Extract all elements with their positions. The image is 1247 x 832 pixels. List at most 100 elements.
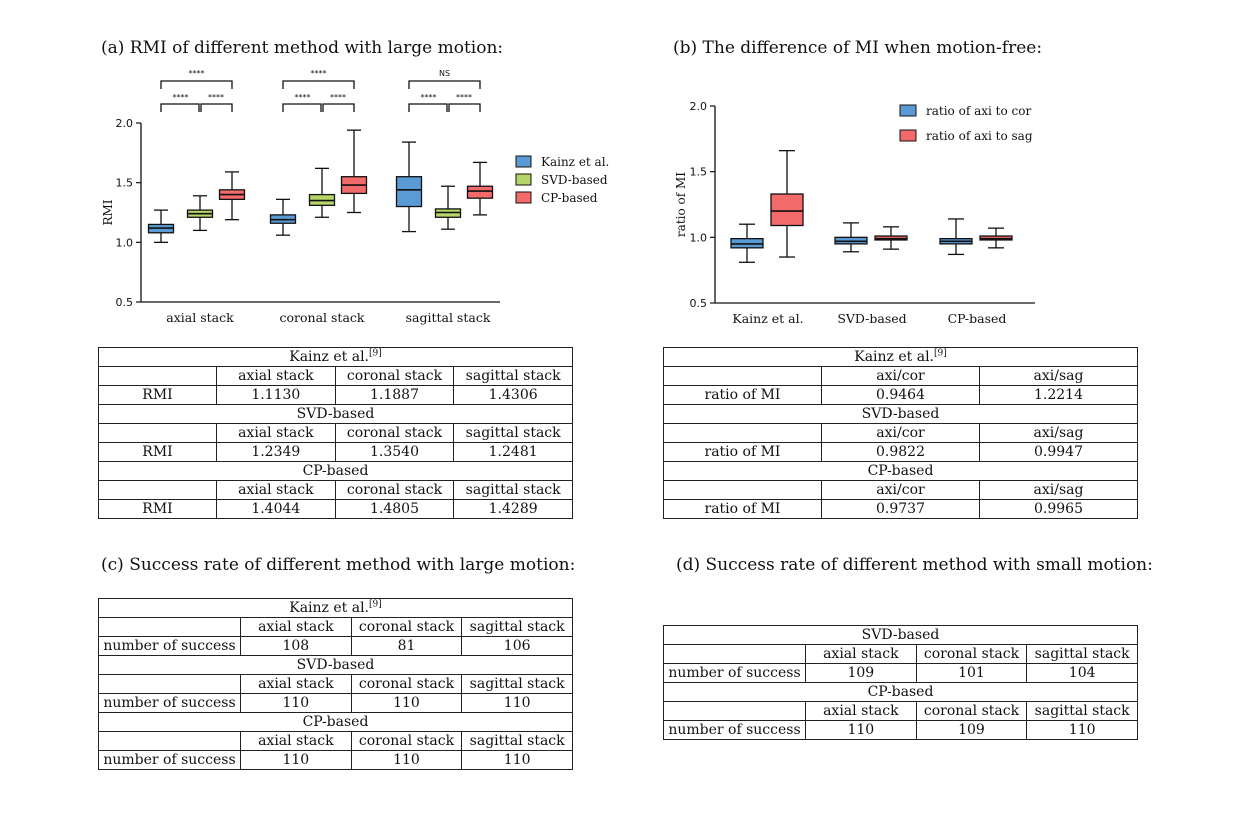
- value-cell: 110: [1026, 720, 1138, 740]
- value-cell: 110: [240, 693, 352, 713]
- chart-a-x-category-label: sagittal stack: [406, 310, 491, 325]
- table-header-row: axi/cor axi/sag: [663, 423, 1138, 443]
- right-bracket: [322, 103, 355, 112]
- method-title-cell: Kainz et al.[9]: [98, 347, 573, 367]
- chart-a-box-2-1: [340, 129, 368, 214]
- chart-b-legend-label: ratio of axi to cor: [926, 104, 1031, 118]
- value-cell: 0.9822: [821, 442, 980, 462]
- chart-b-x-category-label: CP-based: [948, 311, 1007, 326]
- column-header: axial stack: [216, 423, 336, 443]
- chart-a-box-0-2: [395, 141, 423, 233]
- chart-a-y-tick-label: 0.5: [116, 296, 134, 309]
- left-significance-label: ****: [295, 93, 311, 102]
- table-block-title-row: SVD-based: [663, 404, 1138, 424]
- table-row: number of success 109 101 104: [663, 663, 1138, 683]
- column-header: coronal stack: [915, 644, 1028, 664]
- significance-bracket-group: NS **** ****: [408, 69, 481, 112]
- method-title: SVD-based: [861, 406, 940, 422]
- method-title: SVD-based: [861, 627, 940, 643]
- column-header: coronal stack: [350, 617, 463, 637]
- table-row: ratio of MI 0.9737 0.9965: [663, 499, 1138, 519]
- table-row: ratio of MI 0.9464 1.2214: [663, 385, 1138, 405]
- value-cell: 0.9464: [821, 385, 980, 405]
- success-large-motion-table: Kainz et al.[9] axial stack coronal stack s…: [98, 598, 573, 770]
- empty-cell: [663, 644, 806, 664]
- panel-b-title: (b) The difference of MI when motion-fre…: [673, 38, 1043, 58]
- table-row: number of success 110 110 110: [98, 693, 573, 713]
- column-header: sagittal stack: [1026, 644, 1138, 664]
- right-bracket: [448, 103, 481, 112]
- column-header: axi/cor: [821, 423, 980, 443]
- mi-ratio-table: Kainz et al.[9] axi/cor axi/sag ratio of MI…: [663, 347, 1138, 519]
- right-significance-label: ****: [330, 93, 346, 102]
- column-header: coronal stack: [350, 731, 463, 751]
- value-cell: 0.9965: [979, 499, 1138, 519]
- method-title: SVD-based: [296, 657, 375, 673]
- chart-b-box-1-2: [979, 227, 1013, 249]
- table-header-row: axial stack coronal stack sagittal stack: [98, 423, 573, 443]
- chart-b-y-tick-label: 0.5: [690, 297, 708, 310]
- chart-a-box-2-2: [466, 161, 494, 216]
- rmi-boxplot-chart: 0.5 1.0 1.5 2.0 RMI axial stack coronal stack s…: [101, 69, 609, 325]
- table-row: RMI 1.4044 1.4805 1.4289: [98, 499, 573, 519]
- table-row: number of success 110 110 110: [98, 750, 573, 770]
- outer-bracket: [408, 80, 481, 89]
- table-header-row: axial stack coronal stack sagittal stack: [663, 644, 1138, 664]
- value-cell: 1.3540: [334, 442, 455, 462]
- table-row: number of success 110 109 110: [663, 720, 1138, 740]
- column-header: sagittal stack: [453, 480, 573, 500]
- method-title-cell: CP-based: [663, 461, 1138, 481]
- rmi-table: Kainz et al.[9] axial stack coronal stack s…: [98, 347, 573, 519]
- method-title: CP-based: [867, 463, 934, 479]
- table-block-title-row: CP-based: [663, 461, 1138, 481]
- chart-b-box-0-2: [939, 218, 973, 256]
- outer-significance-label: ****: [311, 69, 327, 78]
- table-block-title-row: CP-based: [98, 461, 573, 481]
- table-block-title-row: SVD-based: [663, 625, 1138, 645]
- column-header: axial stack: [216, 366, 336, 386]
- method-title-cell: CP-based: [98, 712, 573, 732]
- chart-a-y-tick-label: 2.0: [116, 117, 134, 130]
- table-header-row: axial stack coronal stack sagittal stack: [98, 674, 573, 694]
- column-header: axial stack: [240, 617, 352, 637]
- column-header: coronal stack: [350, 674, 463, 694]
- chart-a-x-category-label: coronal stack: [280, 310, 365, 325]
- row-label: number of success: [663, 720, 806, 740]
- panel-d-title: (d) Success rate of different method wit…: [676, 555, 1153, 575]
- table-block-title-row: SVD-based: [98, 655, 573, 675]
- chart-b-y-axis-label: ratio of MI: [674, 172, 688, 237]
- table-header-row: axial stack coronal stack sagittal stack: [663, 701, 1138, 721]
- method-title-cell: CP-based: [663, 682, 1138, 702]
- value-cell: 109: [915, 720, 1028, 740]
- value-cell: 104: [1026, 663, 1138, 683]
- right-bracket: [200, 103, 233, 112]
- left-significance-label: ****: [173, 93, 189, 102]
- column-header: coronal stack: [334, 423, 455, 443]
- value-cell: 0.9737: [821, 499, 980, 519]
- significance-bracket-group: **** **** ****: [160, 69, 233, 112]
- chart-b-legend-label: ratio of axi to sag: [926, 129, 1033, 143]
- citation-superscript: [9]: [369, 599, 382, 610]
- value-cell: 1.4289: [453, 499, 573, 519]
- value-cell: 1.2481: [453, 442, 573, 462]
- empty-cell: [663, 366, 822, 386]
- empty-cell: [98, 480, 217, 500]
- value-cell: 1.1887: [334, 385, 455, 405]
- row-label: number of success: [98, 750, 241, 770]
- chart-a-legend-swatch: [515, 155, 532, 168]
- chart-b-x-category-label: SVD-based: [837, 311, 906, 326]
- chart-b-box-0-1: [834, 222, 868, 253]
- chart-b-y-tick-label: 1.0: [690, 231, 708, 244]
- row-label: ratio of MI: [663, 442, 822, 462]
- value-cell: 1.4805: [334, 499, 455, 519]
- citation-superscript: [9]: [934, 348, 947, 359]
- chart-a-box-0-0: [147, 209, 175, 243]
- column-header: coronal stack: [334, 480, 455, 500]
- outer-bracket: [282, 80, 355, 89]
- value-cell: 81: [350, 636, 463, 656]
- column-header: sagittal stack: [461, 731, 573, 751]
- table-header-row: axial stack coronal stack sagittal stack: [98, 617, 573, 637]
- chart-b-legend-swatch: [899, 129, 917, 142]
- method-title-cell: CP-based: [98, 461, 573, 481]
- value-cell: 110: [350, 693, 463, 713]
